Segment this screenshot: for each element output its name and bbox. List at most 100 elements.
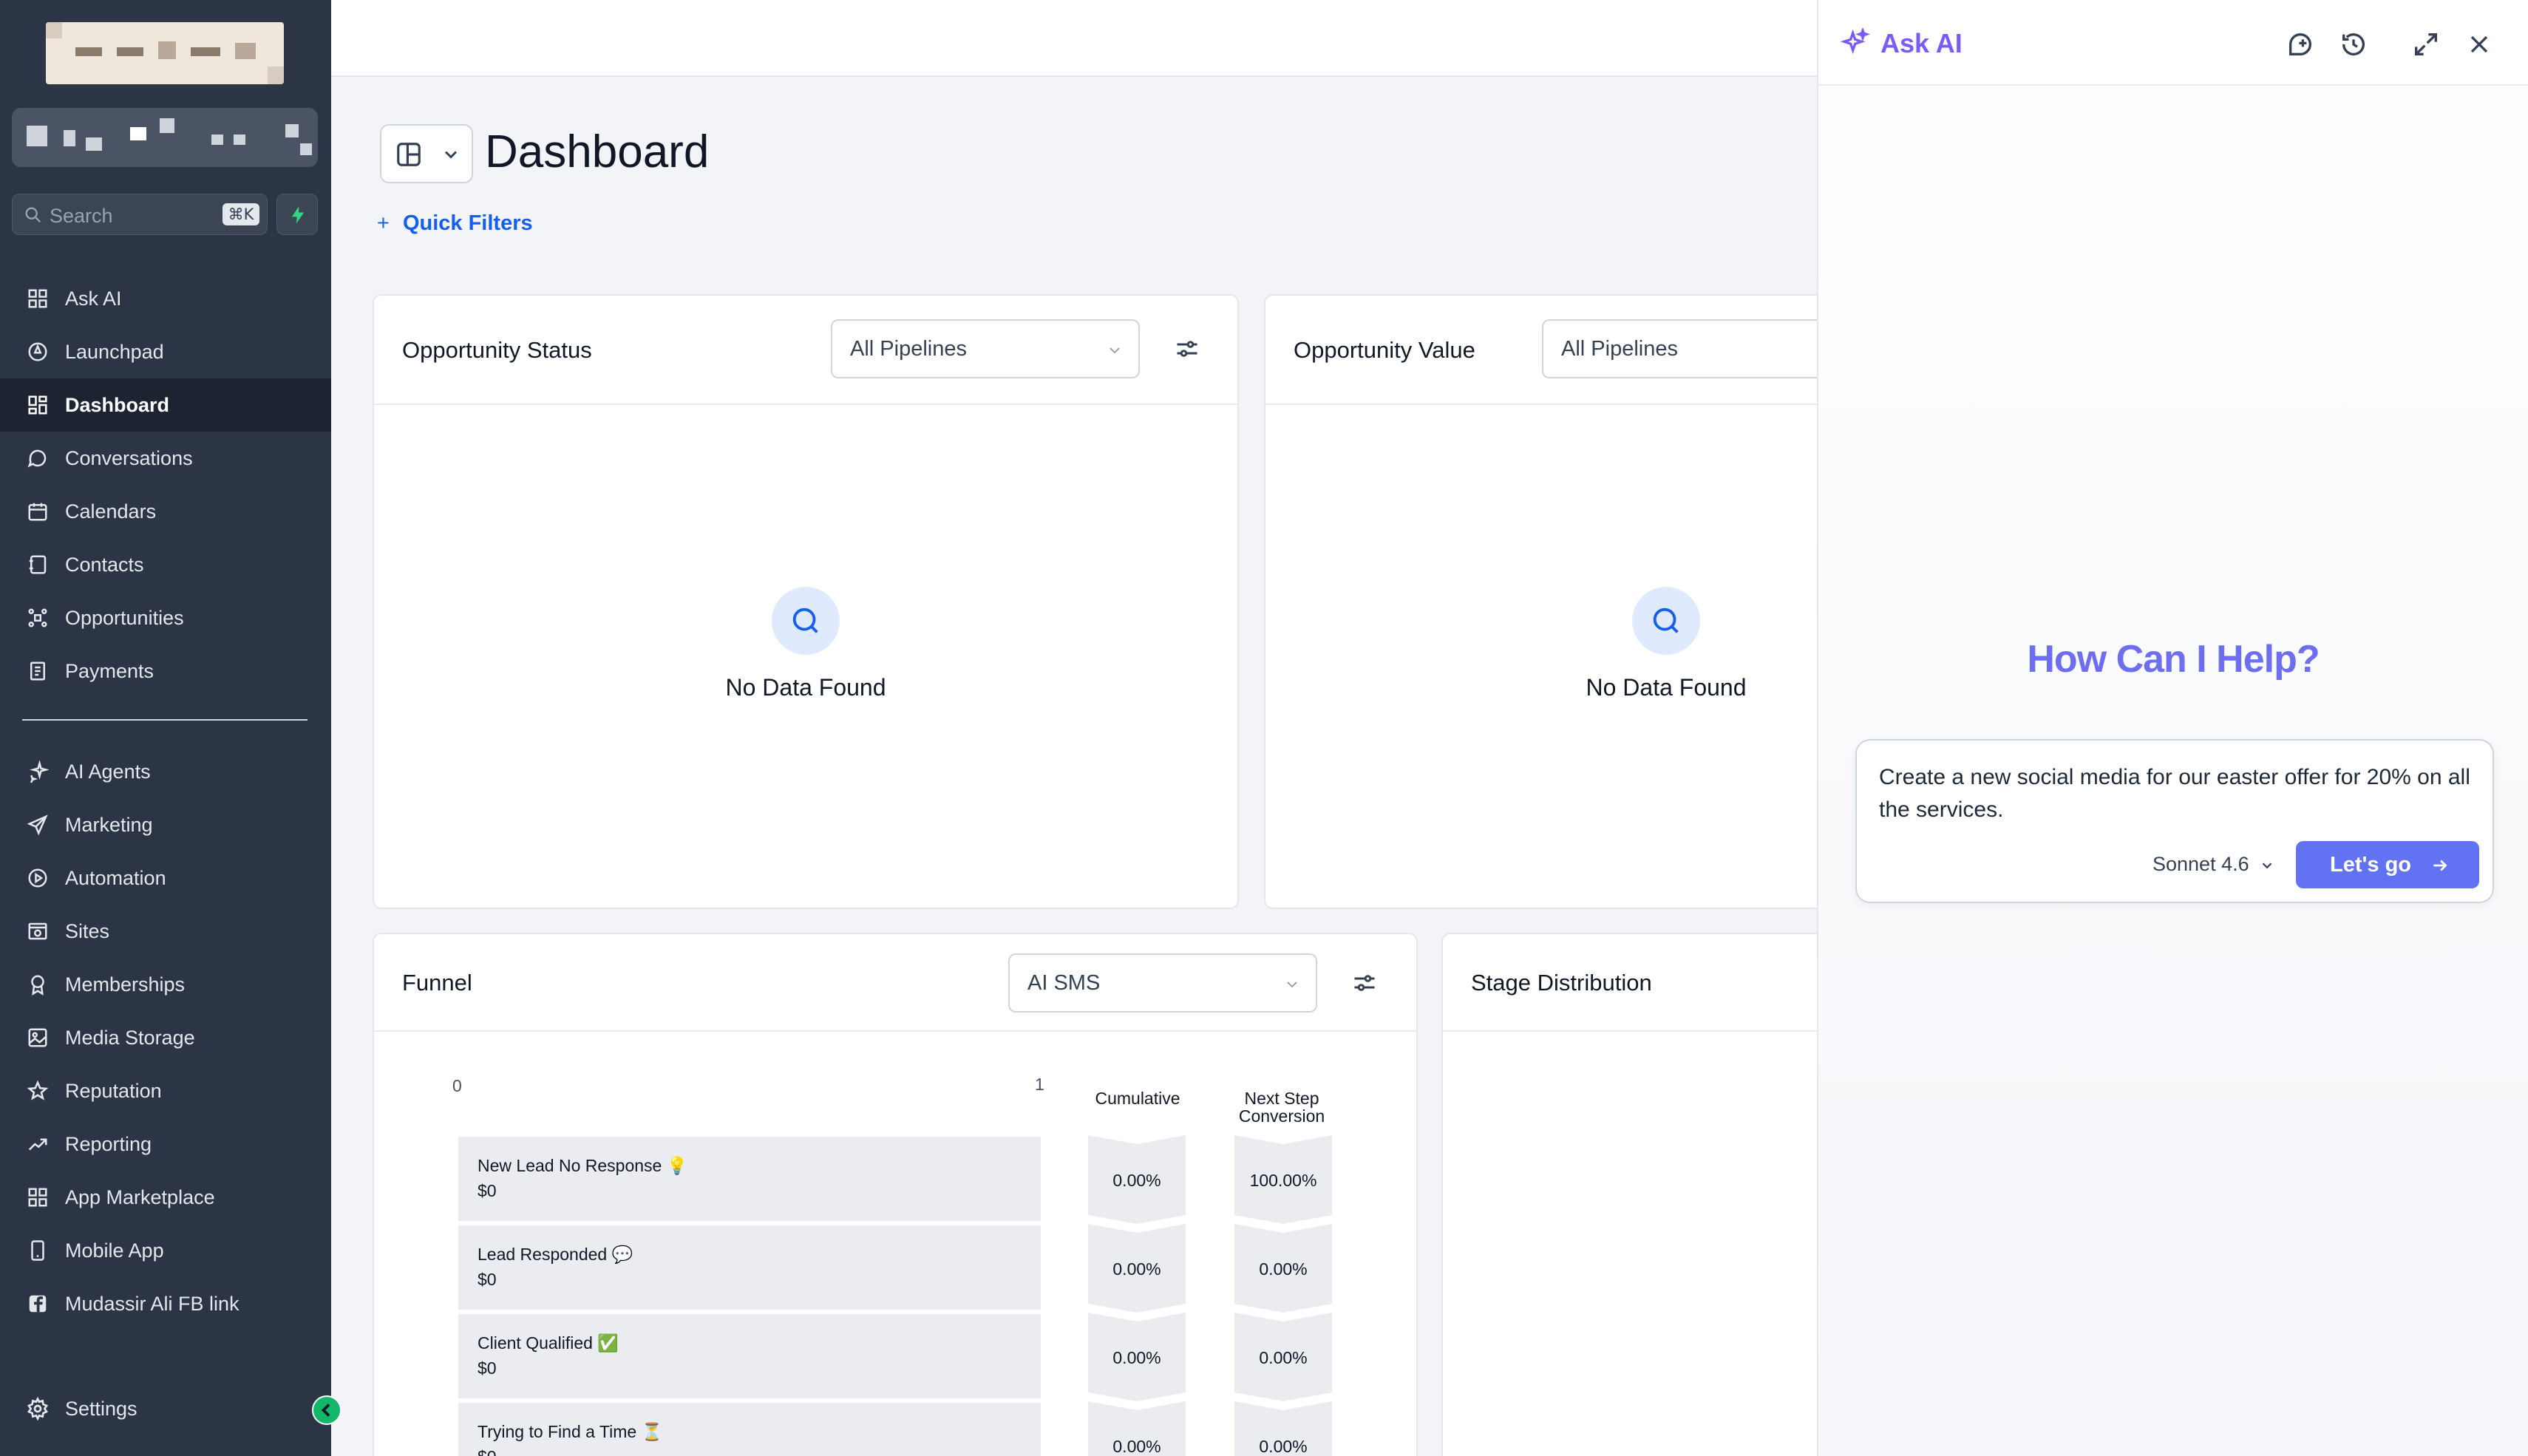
- filter-settings-icon[interactable]: [1351, 970, 1378, 996]
- card-header: Opportunity Value All Pipelines: [1265, 296, 2002, 405]
- funnel-stage-row[interactable]: New Lead No Response 💡 $0: [458, 1137, 1041, 1221]
- pipeline-select[interactable]: All Pipelines: [1542, 319, 1851, 378]
- nav-reporting[interactable]: Reporting: [0, 1117, 331, 1171]
- card-title: Opportunity Status: [402, 337, 592, 363]
- next-step-value: 0.00%: [1259, 1259, 1308, 1279]
- company-logo[interactable]: [46, 22, 284, 84]
- funnel-stage-row[interactable]: Lead Responded 💬 $0: [458, 1225, 1041, 1310]
- nav-memberships[interactable]: Memberships: [0, 958, 331, 1011]
- ask-ai-header: Ask AI: [1818, 0, 2528, 86]
- primary-nav: Ask AI Launchpad Dashboard Conversations…: [0, 272, 331, 698]
- nav-settings[interactable]: Settings: [0, 1382, 331, 1435]
- filter-settings-icon[interactable]: [1174, 336, 1200, 362]
- funnel-axis-min: 0: [452, 1076, 462, 1095]
- next-step-cell: 0.00%: [1234, 1224, 1332, 1313]
- nav-marketing[interactable]: Marketing: [0, 798, 331, 851]
- help-heading: How Can I Help?: [2027, 638, 2320, 681]
- ask-ai-title: Ask AI: [1880, 28, 1963, 58]
- model-select[interactable]: Sonnet 4.6: [2152, 853, 2275, 876]
- nav-app-marketplace[interactable]: App Marketplace: [0, 1171, 331, 1224]
- nav-label: Dashboard: [65, 393, 170, 416]
- chevron-down-icon: [444, 151, 458, 159]
- nav-label: Ask AI: [65, 287, 122, 310]
- nav-ask-ai[interactable]: Ask AI: [0, 272, 331, 325]
- nav-label: Memberships: [65, 973, 186, 996]
- funnel-stage-row[interactable]: Trying to Find a Time ⏳ $0: [458, 1403, 1041, 1456]
- card-title: Funnel: [402, 970, 472, 996]
- nav-label: App Marketplace: [65, 1185, 215, 1208]
- plus-icon: +: [377, 211, 390, 235]
- search-placeholder: Search: [50, 205, 113, 227]
- facebook-icon: [25, 1291, 50, 1316]
- funnel-select-value: AI SMS: [1027, 971, 1101, 995]
- card-title: Opportunity Value: [1294, 337, 1475, 363]
- payments-icon: [25, 659, 50, 684]
- opportunity-status-card: Opportunity Status All Pipelines No Data…: [373, 294, 1239, 909]
- cumulative-cell: 0.00%: [1088, 1135, 1186, 1224]
- nav-sites[interactable]: Sites: [0, 905, 331, 958]
- search-field[interactable]: Search ⌘K: [12, 194, 268, 235]
- history-icon[interactable]: [2339, 30, 2368, 59]
- next-step-cell: 100.00%: [1234, 1135, 1332, 1224]
- nav-mobile-app[interactable]: Mobile App: [0, 1224, 331, 1277]
- nav-label: Reputation: [65, 1079, 162, 1102]
- next-step-header: Next Step Conversion: [1238, 1089, 1325, 1126]
- pipeline-select-value: All Pipelines: [850, 337, 967, 361]
- nav-payments[interactable]: Payments: [0, 644, 331, 698]
- nav-custom-link[interactable]: Mudassir Ali FB link: [0, 1277, 331, 1330]
- funnel-stage-row[interactable]: Client Qualified ✅ $0: [458, 1314, 1041, 1398]
- nav-label: Mobile App: [65, 1239, 164, 1262]
- nav-conversations[interactable]: Conversations: [0, 432, 331, 485]
- cumulative-value: 0.00%: [1112, 1348, 1161, 1367]
- stage-value: $0: [478, 1270, 497, 1289]
- nav-label: Conversations: [65, 446, 193, 469]
- stage-value: $0: [478, 1447, 497, 1456]
- nav-contacts[interactable]: Contacts: [0, 538, 331, 591]
- expand-icon[interactable]: [2411, 30, 2441, 59]
- lightning-icon: [291, 206, 305, 224]
- prompt-input[interactable]: Create a new social media for our easter…: [1879, 765, 2470, 822]
- nav-ai-agents[interactable]: AI Agents: [0, 745, 331, 798]
- nav-reputation[interactable]: Reputation: [0, 1064, 331, 1117]
- cumulative-value: 0.00%: [1112, 1437, 1161, 1456]
- nav-label: Launchpad: [65, 340, 164, 363]
- nav-calendars[interactable]: Calendars: [0, 485, 331, 538]
- funnel-select[interactable]: AI SMS: [1008, 953, 1317, 1013]
- stage-name: Client Qualified ✅: [478, 1333, 619, 1353]
- trend-icon: [25, 1132, 50, 1157]
- nav-label: Media Storage: [65, 1026, 195, 1049]
- nav-label: Mudassir Ali FB link: [65, 1292, 239, 1315]
- card-header: Stage Distribution: [1443, 934, 1957, 1032]
- sidebar: Search ⌘K Ask AI Launchpad Dashboard Con…: [0, 0, 331, 1456]
- nav-label: Settings: [65, 1397, 137, 1420]
- chevron-down-icon: [2262, 863, 2272, 869]
- next-step-value: 0.00%: [1259, 1348, 1308, 1367]
- quick-filters-label: Quick Filters: [402, 211, 533, 235]
- opportunities-icon: [25, 605, 50, 630]
- dashboard-icon: [25, 392, 50, 418]
- grid-icon: [25, 286, 50, 311]
- pipeline-select[interactable]: All Pipelines: [831, 319, 1140, 378]
- nav-media-storage[interactable]: Media Storage: [0, 1011, 331, 1064]
- image-icon: [25, 1025, 50, 1050]
- new-chat-icon[interactable]: [2286, 30, 2315, 59]
- lets-go-button[interactable]: Let's go: [2296, 841, 2479, 888]
- cumulative-header: Cumulative: [1095, 1089, 1180, 1108]
- account-switcher[interactable]: [12, 108, 318, 167]
- collapse-sidebar-button[interactable]: [312, 1395, 342, 1425]
- nav-label: Automation: [65, 866, 166, 889]
- dashboard-switcher-button[interactable]: [380, 124, 473, 183]
- close-icon[interactable]: [2464, 30, 2494, 59]
- nav-label: Reporting: [65, 1132, 152, 1155]
- nav-opportunities[interactable]: Opportunities: [0, 591, 331, 644]
- next-step-value: 0.00%: [1259, 1437, 1308, 1456]
- quick-filters-button[interactable]: + Quick Filters: [377, 211, 533, 236]
- quick-actions-button[interactable]: [276, 194, 318, 235]
- cumulative-value: 0.00%: [1112, 1171, 1161, 1190]
- card-title: Stage Distribution: [1471, 970, 1652, 996]
- nav-automation[interactable]: Automation: [0, 851, 331, 905]
- nav-label: Sites: [65, 919, 110, 942]
- card-header: Funnel AI SMS: [374, 934, 1416, 1032]
- nav-dashboard[interactable]: Dashboard: [0, 378, 331, 432]
- nav-launchpad[interactable]: Launchpad: [0, 325, 331, 378]
